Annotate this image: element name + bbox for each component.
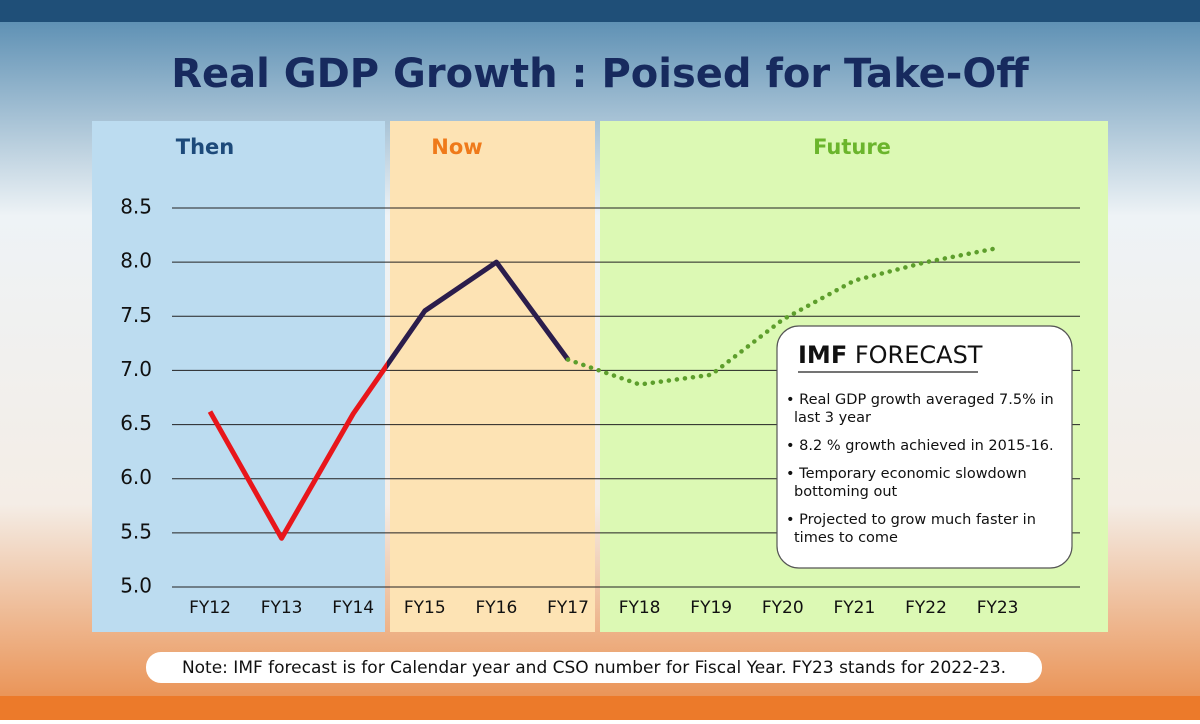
y-tick-label: 6.5 xyxy=(120,411,152,435)
bullet-dot: • xyxy=(786,466,799,482)
y-tick-label: 7.5 xyxy=(120,303,152,327)
x-tick-label: FY20 xyxy=(762,598,804,618)
region-bg xyxy=(92,121,385,632)
x-tick-label: FY13 xyxy=(261,598,303,618)
x-tick-label: FY16 xyxy=(476,598,518,618)
x-tick-label: FY12 xyxy=(189,598,231,618)
bullet-text: Temporary economic slowdown bottoming out xyxy=(794,466,1027,500)
region-label: Future xyxy=(813,135,891,159)
note: Note: IMF forecast is for Calendar year … xyxy=(182,658,1006,678)
chart-title: Real GDP Growth : Poised for Take-Off xyxy=(171,51,1029,97)
x-tick-label: FY21 xyxy=(834,598,876,618)
bullet-line: Projected to grow much faster in xyxy=(799,512,1036,528)
bullet: • 8.2 % growth achieved in 2015-16. xyxy=(786,438,1054,454)
bullet-line: Real GDP growth averaged 7.5% in xyxy=(799,392,1054,408)
bullet-line: Temporary economic slowdown xyxy=(798,466,1027,482)
x-tick-label: FY23 xyxy=(977,598,1019,618)
actual-line xyxy=(387,259,571,370)
bullet: • Real GDP growth averaged 7.5% in last 3… xyxy=(786,392,1054,426)
bullet: • Temporary economic slowdown bottoming o… xyxy=(786,466,1027,500)
y-tick-label: 6.0 xyxy=(120,465,152,489)
bullet-dot: • xyxy=(786,438,799,454)
x-tick-label: FY18 xyxy=(619,598,661,618)
x-tick-label: FY17 xyxy=(547,598,589,618)
y-tick-label: 5.0 xyxy=(120,574,152,598)
bullet-text: Real GDP growth averaged 7.5% in last 3 y… xyxy=(794,392,1054,426)
y-tick-label: 8.5 xyxy=(120,195,152,219)
region-bg xyxy=(390,121,595,632)
bullet-dot: • xyxy=(786,392,799,408)
y-tick-label: 7.0 xyxy=(120,357,152,381)
bullet: • Projected to grow much faster in times … xyxy=(786,512,1036,546)
bullet-dot: • xyxy=(786,512,799,528)
box-title-rest: FORECAST xyxy=(855,341,983,369)
forecast-box: IMF FORECAST • Real GDP growth averaged … xyxy=(776,325,1073,569)
bottom-band xyxy=(0,696,1200,720)
top-band xyxy=(0,0,1200,22)
box-title: IMF FORECAST xyxy=(798,341,983,369)
box-frame xyxy=(776,325,1073,569)
x-tick-label: FY15 xyxy=(404,598,446,618)
box-title-bold: IMF xyxy=(798,341,847,369)
actual-line xyxy=(207,360,387,541)
region-label: Then xyxy=(176,135,234,159)
x-tick-label: FY19 xyxy=(690,598,732,618)
bullet-line: bottoming out xyxy=(794,484,898,500)
y-tick-label: 5.5 xyxy=(120,519,152,543)
x-tick-label: FY14 xyxy=(332,598,374,618)
bullet-text: Projected to grow much faster in times to… xyxy=(794,512,1036,546)
bullet-line: times to come xyxy=(794,530,898,546)
x-tick-label: FY22 xyxy=(905,598,947,618)
bullet-text: 8.2 % growth achieved in 2015-16. xyxy=(799,438,1053,454)
bullet-line: last 3 year xyxy=(794,410,871,426)
y-tick-label: 8.0 xyxy=(120,249,152,273)
region-label: Now xyxy=(431,135,482,159)
bullet-line: 8.2 % growth achieved in 2015-16. xyxy=(799,438,1053,454)
note-pill xyxy=(146,652,1042,683)
